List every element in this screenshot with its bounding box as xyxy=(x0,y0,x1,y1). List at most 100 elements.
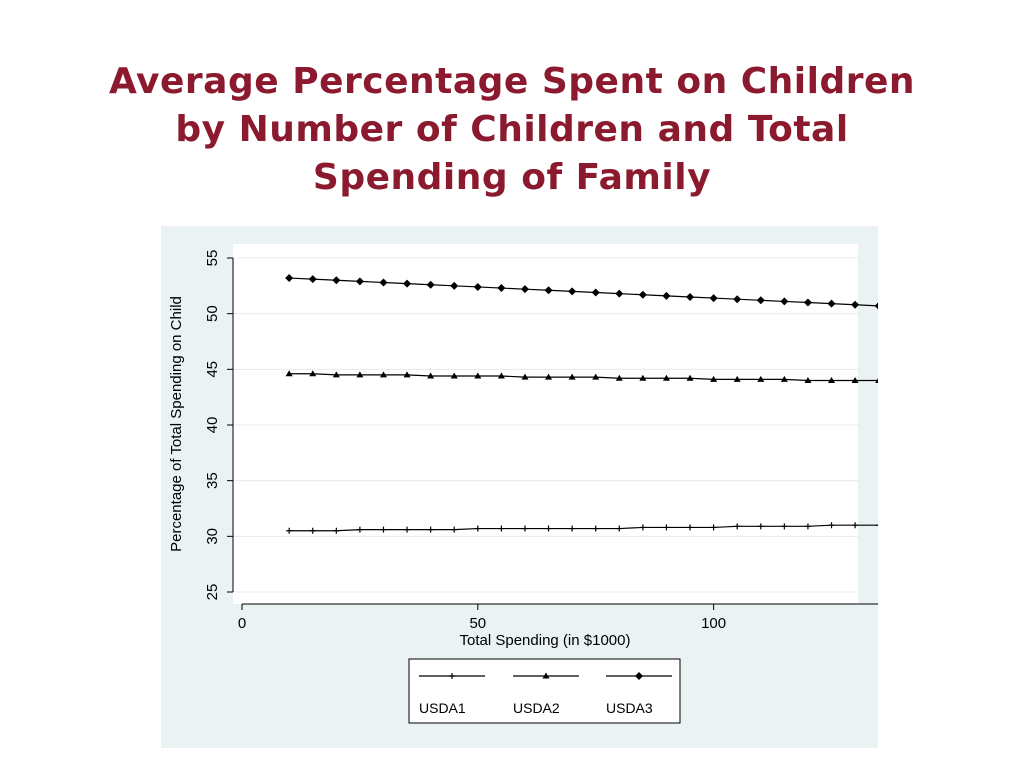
triangle-marker xyxy=(662,374,670,381)
series-usda2 xyxy=(285,370,878,383)
plot-area xyxy=(233,244,858,604)
plus-marker xyxy=(356,526,363,533)
diamond-marker xyxy=(403,279,412,288)
diamond-marker xyxy=(874,302,878,310)
plus-marker xyxy=(451,526,458,533)
diamond-marker xyxy=(756,296,765,305)
diamond-marker xyxy=(851,300,860,309)
triangle-marker xyxy=(474,372,482,379)
legend-box xyxy=(408,658,681,724)
diamond-marker xyxy=(803,298,812,307)
plus-marker xyxy=(639,524,646,531)
plus-marker xyxy=(286,527,293,534)
chart-panel: 25303540455055050100150Percentage of Tot… xyxy=(161,226,878,748)
plus-marker xyxy=(404,526,411,533)
plus-marker xyxy=(663,524,670,531)
triangle-marker xyxy=(804,376,812,383)
diamond-marker xyxy=(473,282,482,291)
diamond-marker xyxy=(591,288,600,297)
plus-marker xyxy=(710,524,717,531)
x-axis-title: Total Spending (in $1000) xyxy=(460,632,631,649)
plus-marker xyxy=(498,525,505,532)
line-chart: 25303540455055050100150Percentage of Tot… xyxy=(161,226,878,748)
triangle-marker xyxy=(639,374,647,381)
y-tick-label: 40 xyxy=(204,417,221,434)
diamond-marker xyxy=(308,275,317,284)
diamond-marker xyxy=(285,274,294,283)
triangle-marker xyxy=(521,373,529,380)
diamond-marker xyxy=(497,284,506,293)
diamond-marker xyxy=(332,276,341,285)
diamond-marker xyxy=(827,299,836,308)
plus-marker xyxy=(333,527,340,534)
diamond-marker xyxy=(568,287,577,296)
plus-marker xyxy=(616,525,623,532)
slide-title-line: by Number of Children and Total xyxy=(175,109,849,150)
triangle-marker xyxy=(450,372,458,379)
diamond-marker xyxy=(638,290,647,299)
series-usda1 xyxy=(286,522,878,534)
x-tick-label: 50 xyxy=(469,615,486,632)
diamond-marker xyxy=(615,289,624,298)
plus-marker xyxy=(757,523,764,530)
diamond-marker xyxy=(780,297,789,306)
plus-marker xyxy=(875,524,878,526)
plus-marker xyxy=(380,526,387,533)
triangle-marker xyxy=(733,375,741,382)
triangle-marker xyxy=(497,372,505,379)
x-tick-label: 100 xyxy=(701,615,726,632)
plus-marker xyxy=(545,525,552,532)
legend: USDA1 USDA2 USDA3 xyxy=(408,658,681,724)
triangle-marker xyxy=(757,375,765,382)
diamond-marker xyxy=(635,672,643,680)
legend-label: USDA1 xyxy=(419,700,466,716)
triangle-marker xyxy=(615,374,623,381)
triangle-marker xyxy=(427,372,435,379)
diamond-marker xyxy=(379,278,388,287)
plus-marker xyxy=(569,525,576,532)
triangle-marker xyxy=(710,375,718,382)
diamond-marker xyxy=(520,285,529,294)
diamond-marker xyxy=(450,281,459,290)
plus-marker xyxy=(852,522,859,529)
slide-title: Average Percentage Spent on Children by … xyxy=(40,58,984,202)
plus-marker xyxy=(449,673,455,679)
series-usda3 xyxy=(285,274,878,310)
triangle-marker xyxy=(780,375,788,382)
x-tick-label: 0 xyxy=(238,615,246,632)
y-tick-label: 55 xyxy=(204,250,221,267)
diamond-marker xyxy=(426,280,435,289)
triangle-marker xyxy=(332,371,340,378)
triangle-marker xyxy=(542,672,550,679)
triangle-marker xyxy=(592,373,600,380)
triangle-marker xyxy=(545,373,553,380)
diamond-marker xyxy=(662,291,671,300)
slide-title-line: Average Percentage Spent on Children xyxy=(108,61,916,102)
triangle-marker xyxy=(568,373,576,380)
plus-marker xyxy=(474,525,481,532)
plus-marker xyxy=(734,523,741,530)
y-axis-title: Percentage of Total Spending on Child xyxy=(168,296,185,552)
plus-marker xyxy=(687,524,694,531)
y-tick-label: 50 xyxy=(204,305,221,322)
triangle-marker xyxy=(285,370,293,377)
plus-marker xyxy=(781,523,788,530)
slide-title-line: Spending of Family xyxy=(312,157,712,198)
diamond-marker xyxy=(709,294,718,303)
triangle-marker xyxy=(356,371,364,378)
diamond-marker xyxy=(355,277,364,286)
plus-marker xyxy=(804,523,811,530)
legend-label: USDA3 xyxy=(606,700,653,716)
plus-marker xyxy=(309,527,316,534)
triangle-marker xyxy=(309,370,317,377)
triangle-marker xyxy=(686,374,694,381)
plus-marker xyxy=(427,526,434,533)
y-tick-label: 35 xyxy=(204,472,221,489)
triangle-marker xyxy=(851,376,859,383)
plus-marker xyxy=(521,525,528,532)
triangle-marker xyxy=(875,378,878,383)
series-line xyxy=(289,277,878,307)
y-tick-label: 45 xyxy=(204,361,221,378)
triangle-marker xyxy=(828,376,836,383)
y-tick-label: 30 xyxy=(204,528,221,545)
